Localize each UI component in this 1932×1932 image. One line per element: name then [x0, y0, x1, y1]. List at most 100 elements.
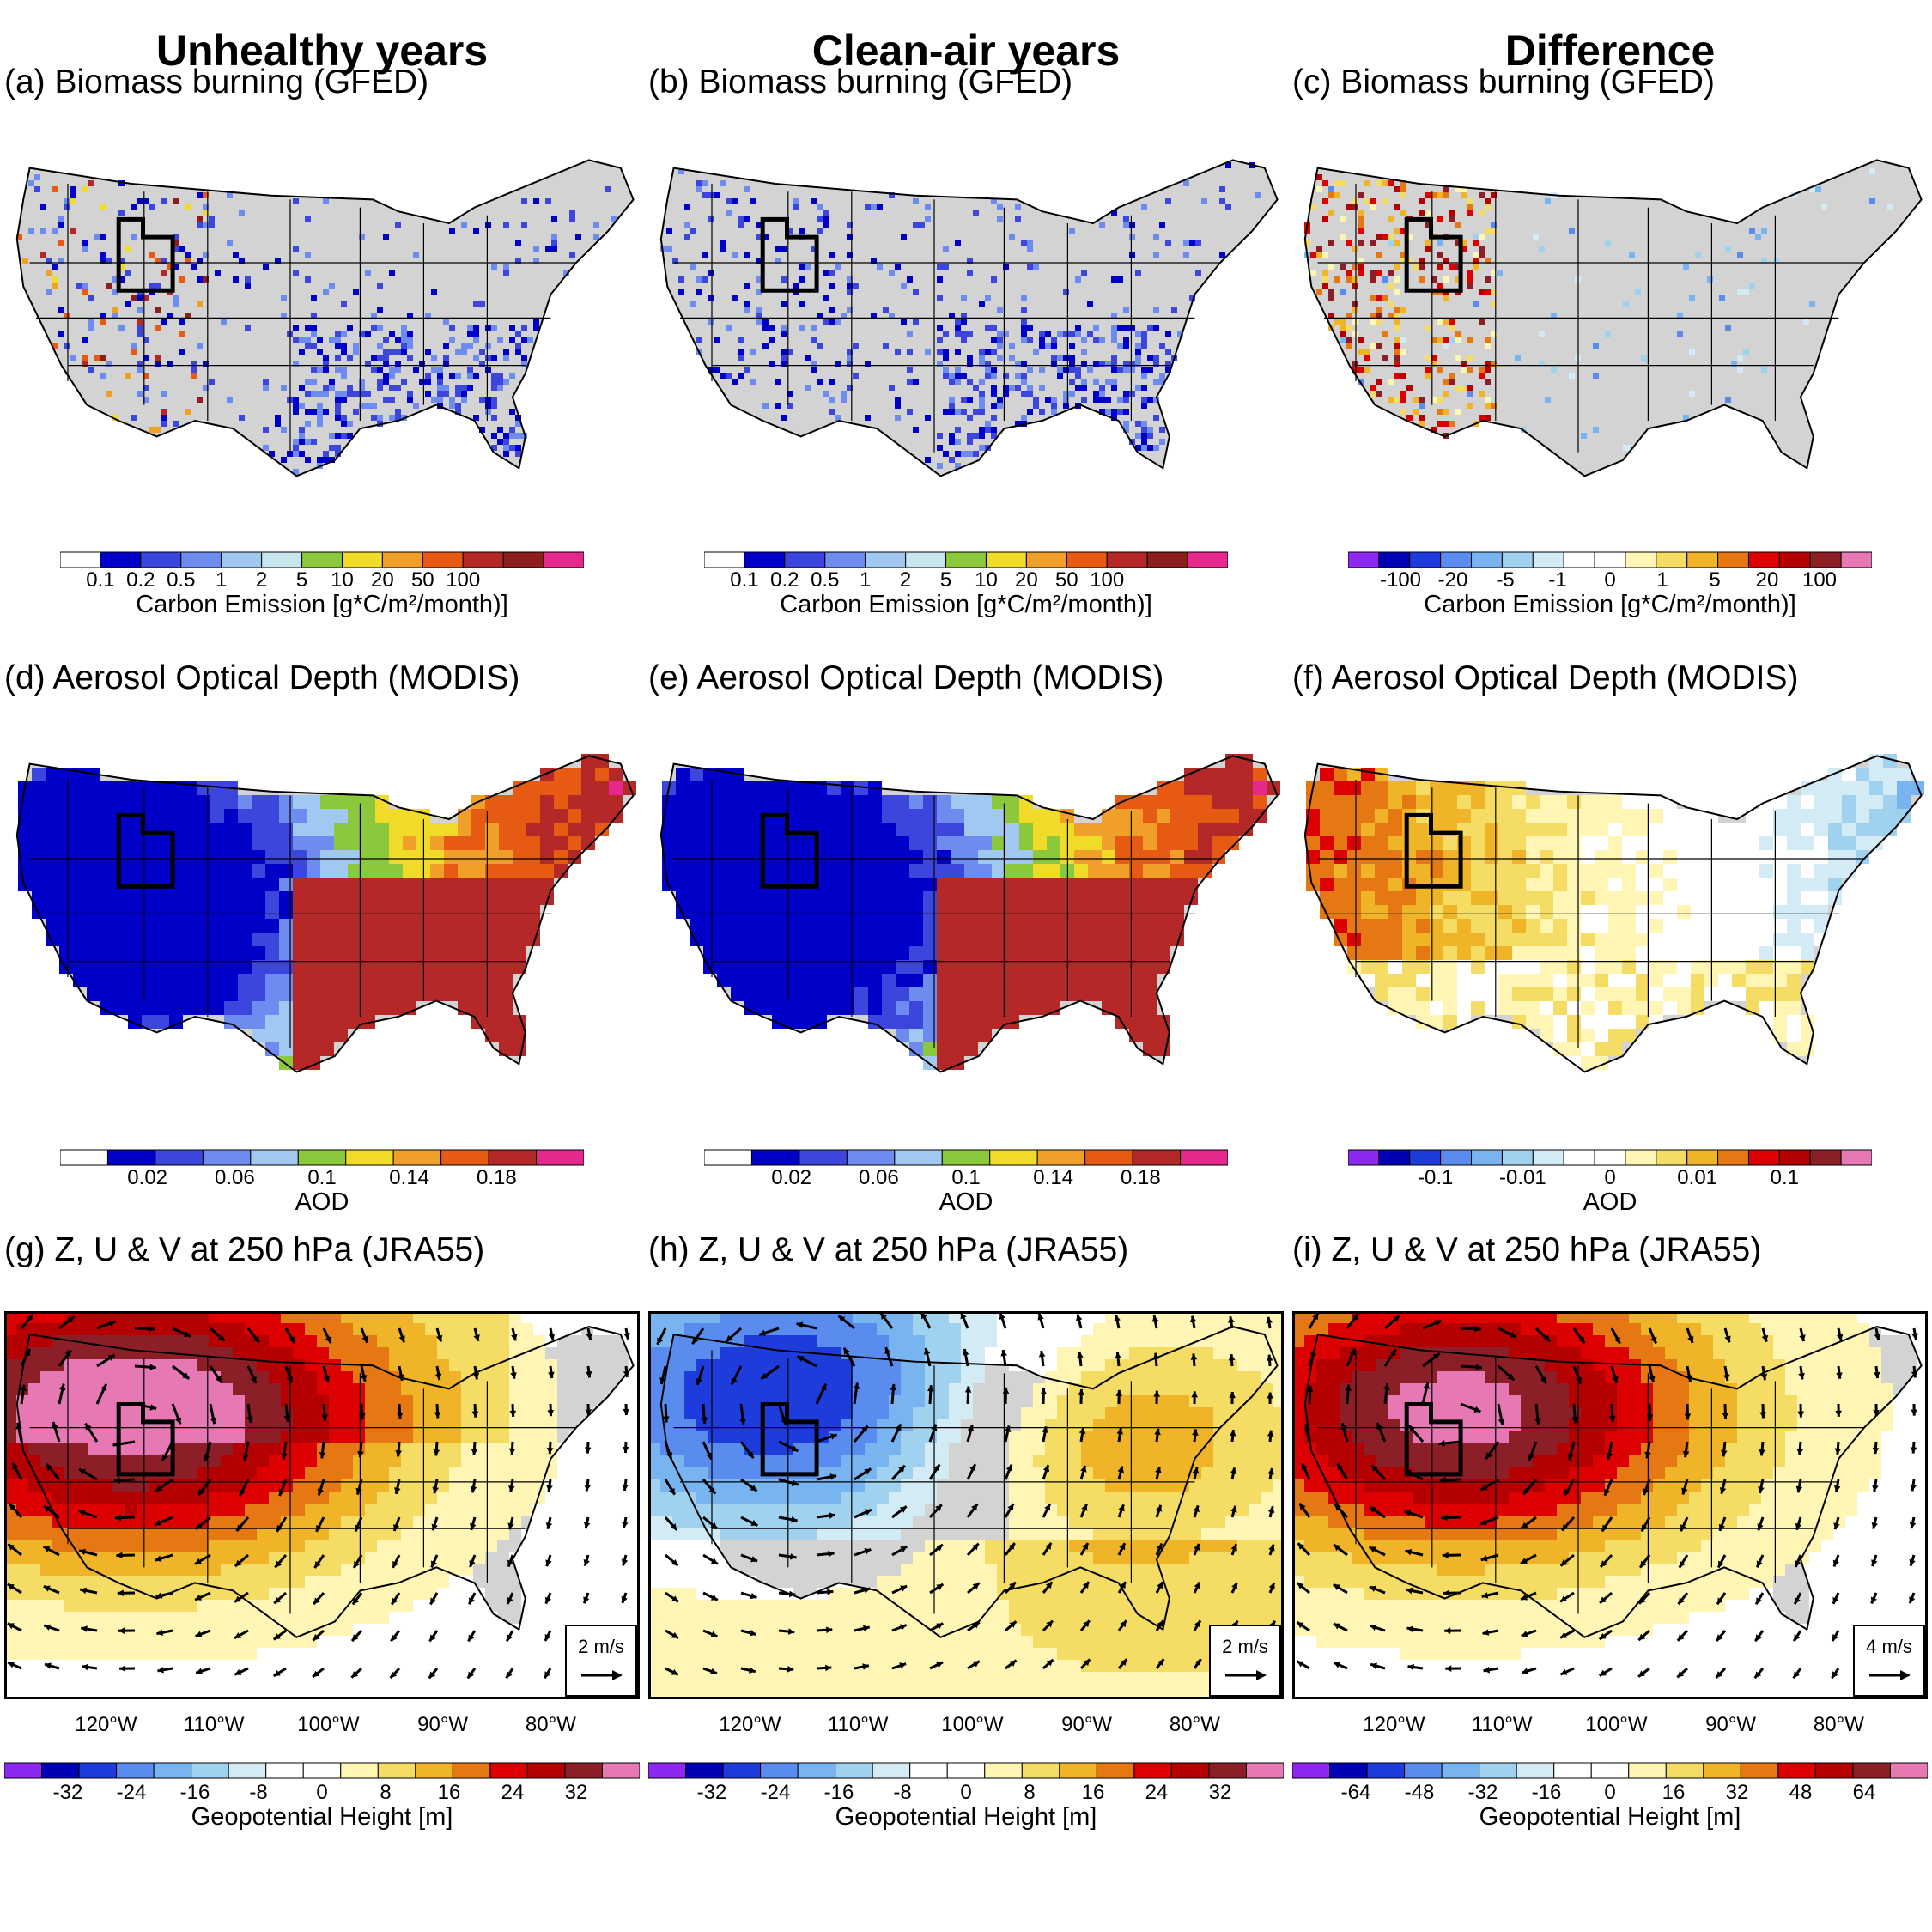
colorbar — [648, 1762, 1284, 1779]
colorbar-swatch — [989, 1149, 1038, 1166]
colorbar-tick-label: 10 — [331, 568, 354, 592]
longitude-label: 90°W — [1061, 1713, 1113, 1736]
colorbar-swatch — [1440, 1149, 1473, 1166]
longitude-label: 120°W — [719, 1713, 781, 1736]
colorbar-swatch — [1516, 1762, 1555, 1779]
colorbar-tick-label: 100 — [446, 568, 481, 592]
colorbar-tick-label: 0.1 — [86, 568, 115, 592]
colorbar-tick-label: 24 — [501, 1781, 525, 1804]
colorbar-swatch — [1366, 1762, 1406, 1779]
colorbar-tick-label: 0.18 — [476, 1166, 517, 1189]
colorbar-swatch — [784, 551, 826, 568]
colorbar-swatch — [945, 551, 987, 568]
colorbar-swatch — [422, 551, 464, 568]
colorbar-tick-label: 8 — [1024, 1781, 1036, 1804]
colorbar — [60, 1149, 584, 1166]
longitude-label: 120°W — [75, 1713, 137, 1736]
colorbar-swatch — [60, 1149, 108, 1166]
colorbar-swatch — [1628, 1762, 1667, 1779]
colorbar-tick-label: 0.1 — [1770, 1166, 1800, 1189]
colorbar-tick-label: 0 — [1604, 1166, 1616, 1189]
colorbar-swatch — [1180, 1149, 1228, 1166]
colorbar-swatch — [1378, 551, 1411, 568]
colorbar-tick-label: 64 — [1852, 1781, 1876, 1804]
colorbar-tick-label: -32 — [52, 1781, 83, 1804]
colorbar-tick-label: 0 — [1604, 1781, 1616, 1804]
reference-arrow-label: 2 m/s — [578, 1636, 624, 1657]
colorbar-swatch — [1563, 551, 1595, 568]
colorbar-swatch — [340, 1762, 379, 1779]
panel-title: (a) Biomass burning (GFED) — [4, 64, 429, 100]
colorbar-swatch — [1563, 1149, 1595, 1166]
colorbar-swatch — [1036, 1149, 1086, 1166]
colorbar-swatch — [1717, 551, 1749, 568]
colorbar-swatch — [302, 1762, 342, 1779]
colorbar-swatch — [744, 551, 786, 568]
colorbar-tick-label: 1 — [1656, 568, 1668, 592]
map-z: 4 m/s — [1292, 1311, 1928, 1699]
colorbar-swatch — [60, 551, 101, 568]
colorbar-tick-label: 32 — [1208, 1781, 1232, 1804]
colorbar-tick-label: 0.1 — [730, 568, 759, 592]
colorbar-swatch — [1187, 551, 1228, 568]
colorbar-tick-label: 0 — [316, 1781, 328, 1804]
colorbar-tick-label: 0.06 — [214, 1166, 255, 1189]
colorbar-tick-label: 20 — [1015, 568, 1038, 592]
colorbar-swatch — [601, 1762, 640, 1779]
colorbar-swatch — [341, 551, 383, 568]
longitude-label: 80°W — [1813, 1713, 1864, 1736]
colorbar-swatch — [1852, 1762, 1891, 1779]
longitude-label: 100°W — [1585, 1713, 1648, 1736]
column-title-difference: Difference — [1504, 27, 1716, 75]
colorbar-swatch — [564, 1762, 603, 1779]
colorbar-swatch — [1409, 551, 1442, 568]
colorbar-swatch — [1809, 1149, 1842, 1166]
colorbar-label: Carbon Emission [g*C/m²/month)] — [1424, 591, 1796, 618]
colorbar-tick-label: 16 — [437, 1781, 461, 1804]
colorbar-label: AOD — [939, 1188, 993, 1216]
colorbar-tick-label: 8 — [380, 1781, 392, 1804]
colorbar-swatch — [1059, 1762, 1097, 1779]
colorbar-swatch — [4, 1762, 43, 1779]
map-bb — [1303, 159, 1923, 477]
reference-arrow-label: 4 m/s — [1866, 1636, 1912, 1657]
colorbar-swatch — [984, 1762, 1023, 1779]
colorbar-swatch — [1747, 1149, 1780, 1166]
colorbar-tick-label: 0.5 — [167, 568, 196, 592]
colorbar-swatch — [1245, 1762, 1284, 1779]
colorbar-swatch — [1409, 1149, 1442, 1166]
colorbar-tick-label: 5 — [939, 568, 952, 592]
colorbar-tick-label: -0.1 — [1417, 1166, 1454, 1189]
colorbar-swatch — [488, 1149, 538, 1166]
colorbar-swatch — [1096, 1762, 1135, 1779]
colorbar-tick-label: -32 — [696, 1781, 727, 1804]
colorbar-tick-label: -8 — [249, 1781, 268, 1804]
colorbar-swatch — [1479, 1762, 1517, 1779]
colorbar-tick-label: 20 — [371, 568, 394, 592]
colorbar-swatch — [872, 1762, 911, 1779]
colorbar-swatch — [1840, 1149, 1872, 1166]
colorbar-tick-label: 0.1 — [307, 1166, 337, 1189]
colorbar-tick-label: 32 — [1725, 1781, 1749, 1804]
colorbar-tick-label: -100 — [1379, 568, 1422, 592]
colorbar-swatch — [1471, 1149, 1503, 1166]
colorbar-tick-label: 0.02 — [127, 1166, 168, 1189]
colorbar-tick-label: 100 — [1801, 568, 1838, 592]
colorbar-swatch — [1501, 1149, 1534, 1166]
colorbar-swatch — [180, 551, 222, 568]
colorbar-swatch — [1329, 1762, 1368, 1779]
colorbar-swatch — [381, 551, 423, 568]
colorbar-swatch — [41, 1762, 80, 1779]
colorbar-swatch — [265, 1762, 304, 1779]
colorbar-tick-label: 5 — [295, 568, 308, 592]
longitude-label: 100°W — [941, 1713, 1004, 1736]
colorbar-swatch — [345, 1149, 394, 1166]
colorbar-swatch — [1717, 1149, 1749, 1166]
colorbar-swatch — [1025, 551, 1067, 568]
colorbar-tick-label: 1 — [860, 568, 872, 592]
colorbar-swatch — [1170, 1762, 1210, 1779]
colorbar-tick-label: -8 — [893, 1781, 912, 1804]
longitude-label: 90°W — [417, 1713, 469, 1736]
colorbar-label: Geopotential Height [m] — [1479, 1803, 1741, 1831]
colorbar-swatch — [1501, 551, 1534, 568]
